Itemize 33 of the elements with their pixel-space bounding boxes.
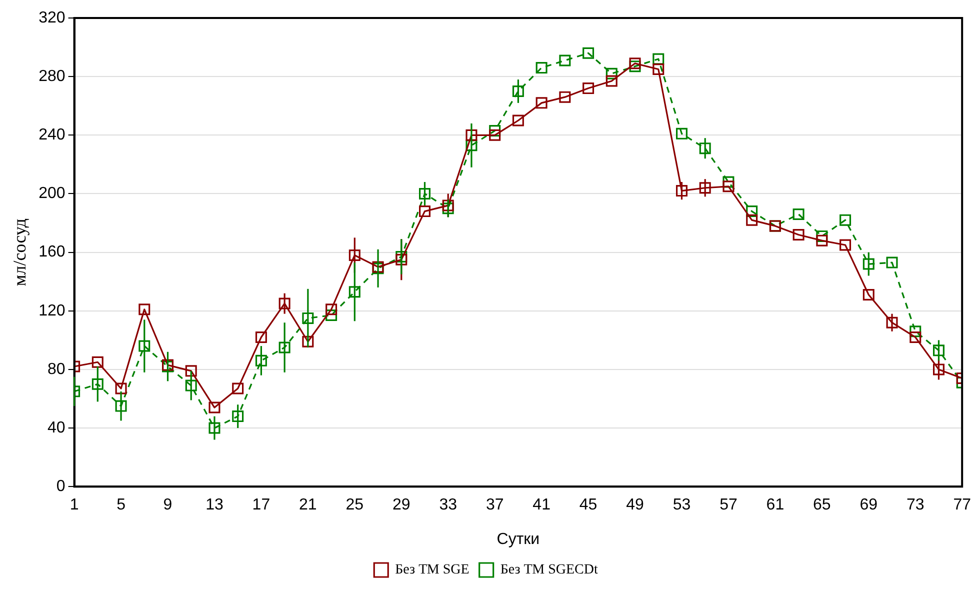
y-tick-label: 0 bbox=[56, 478, 66, 496]
x-tick-label: 45 bbox=[579, 496, 598, 514]
x-tick-label: 13 bbox=[206, 496, 224, 514]
x-tick-label: 17 bbox=[252, 496, 270, 514]
x-tick-label: 37 bbox=[486, 496, 504, 514]
y-tick-label: 200 bbox=[38, 185, 66, 202]
x-tick-label: 5 bbox=[116, 496, 126, 514]
y-tick-label: 320 bbox=[38, 9, 66, 26]
y-axis-title: мл/сосуд bbox=[10, 218, 30, 286]
x-tick-label: 65 bbox=[813, 496, 831, 514]
y-tick-label: 240 bbox=[38, 126, 66, 144]
y-tick-label: 80 bbox=[48, 360, 66, 378]
legend-label: Без ТМ SGE bbox=[395, 562, 470, 578]
y-tick-label: 280 bbox=[38, 68, 66, 85]
y-tick-label: 120 bbox=[38, 302, 66, 320]
legend-label: Без ТМ SGECDt bbox=[500, 562, 598, 578]
x-tick-label: 25 bbox=[346, 496, 364, 514]
x-tick-label: 29 bbox=[392, 496, 410, 514]
y-tick-label: 40 bbox=[48, 419, 66, 436]
x-tick-label: 1 bbox=[70, 496, 79, 514]
x-tick-label: 33 bbox=[439, 496, 458, 514]
x-tick-label: 57 bbox=[720, 496, 738, 514]
x-axis-title: Сутки bbox=[496, 530, 540, 548]
y-tick-label: 160 bbox=[38, 244, 66, 261]
x-tick-label: 69 bbox=[860, 496, 878, 514]
x-tick-label: 21 bbox=[299, 496, 317, 514]
x-tick-label: 9 bbox=[163, 496, 172, 514]
x-tick-label: 77 bbox=[953, 496, 972, 514]
x-tick-label: 41 bbox=[532, 496, 551, 514]
x-tick-label: 49 bbox=[626, 496, 644, 514]
x-tick-label: 53 bbox=[672, 496, 691, 514]
x-tick-label: 61 bbox=[766, 496, 784, 514]
x-tick-label: 73 bbox=[906, 496, 924, 514]
